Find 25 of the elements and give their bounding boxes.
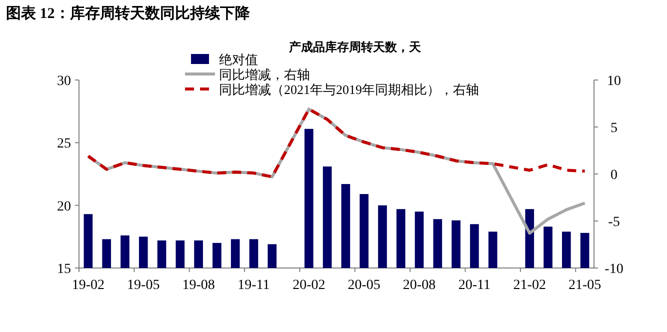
y2-tick-label: -5 xyxy=(608,215,620,230)
x-tick-label: 20-02 xyxy=(292,278,326,293)
x-tick-label: 19-11 xyxy=(238,278,270,293)
x-tick-label: 19-08 xyxy=(182,278,215,293)
y-tick-label: 30 xyxy=(57,74,71,89)
x-tick-label: 20-05 xyxy=(348,278,380,293)
x-tick-label: 19-05 xyxy=(127,278,160,293)
y2-tick-label: 5 xyxy=(610,121,618,136)
x-tick-label: 21-02 xyxy=(513,278,546,293)
chart-subtitle: 产成品库存周转天数，天 xyxy=(288,40,422,54)
chart-title: 图表 12：库存周转天数同比持续下降 xyxy=(6,4,251,22)
y-tick-label: 20 xyxy=(57,199,71,214)
y-tick-label: 15 xyxy=(57,262,71,277)
y2-tick-label: 10 xyxy=(607,74,621,89)
legend-label: 绝对值 xyxy=(219,52,258,67)
legend-label: 同比增减，右轴 xyxy=(219,67,310,82)
x-tick-label: 21-05 xyxy=(568,278,602,293)
x-tick-label: 20-08 xyxy=(402,278,436,293)
y-tick-label: 25 xyxy=(57,136,71,152)
x-tick-label: 20-11 xyxy=(458,278,491,293)
line-series xyxy=(86,108,586,178)
legend-label: 同比增减（2021年与2019年同期相比），右轴 xyxy=(219,82,479,97)
x-tick-label: 19-02 xyxy=(72,278,105,293)
y2-tick-label: -10 xyxy=(604,262,624,277)
y2-tick-label: 0 xyxy=(610,168,618,183)
